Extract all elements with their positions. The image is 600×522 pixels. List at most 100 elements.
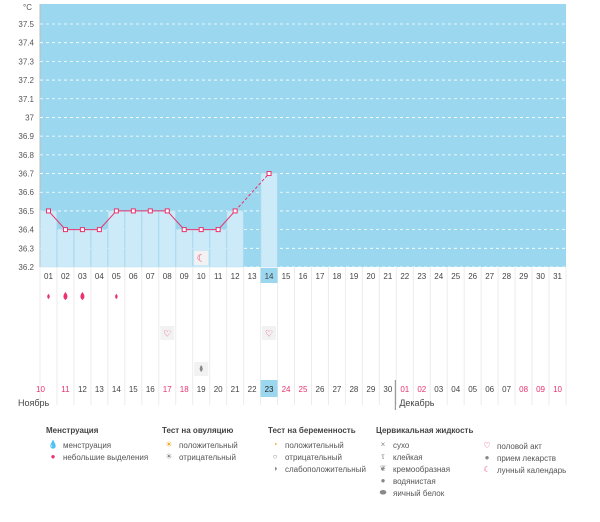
legend-item-dry: × сухо: [376, 439, 473, 451]
cycle-day-label: 21: [383, 272, 392, 281]
cycle-day-label: 16: [299, 272, 308, 281]
legend-label: сухо: [393, 440, 410, 450]
cycle-day-label: 29: [519, 272, 528, 281]
legend-title-menstruation: Менструация: [46, 426, 99, 435]
pill-icon: ●: [484, 453, 490, 462]
temperature-bar: [108, 210, 125, 268]
cycle-day-label: 24: [434, 272, 443, 281]
calendar-date-label: 12: [78, 385, 87, 394]
legend-item-creamy: ❦ кремообразная: [376, 463, 473, 475]
month-label: Декабрь: [399, 398, 434, 408]
legend-label: слабоположительный: [285, 464, 366, 474]
y-tick-label: 36.8: [18, 151, 34, 160]
current-date-highlight: [260, 380, 278, 397]
cycle-day-label: 20: [366, 272, 375, 281]
pregnancy-positive-icon: ◔: [272, 440, 278, 449]
calendar-date-label: 06: [485, 385, 494, 394]
cycle-day-label: 27: [485, 272, 494, 281]
legend-item-menstruation: 💧 менструация: [46, 439, 148, 451]
calendar-date-label: 10: [36, 385, 45, 394]
calendar-date-label: 08: [519, 385, 528, 394]
temperature-bar: [142, 210, 159, 268]
moon-icon: ☾: [197, 254, 206, 265]
y-tick-label: 37.1: [18, 95, 34, 104]
cycle-day-label: 02: [61, 272, 70, 281]
temperature-bar: [159, 210, 176, 268]
calendar-date-label: 17: [163, 385, 172, 394]
calendar-date-label: 07: [502, 385, 511, 394]
y-tick-label: 36.4: [18, 226, 34, 235]
temperature-point: [130, 208, 136, 214]
legend-title-cervical: Цервикальная жидкость: [376, 426, 474, 435]
temperature-bar: [74, 229, 91, 268]
legend-menstruation: Менструация 💧 менструация ● небольшие вы…: [46, 426, 148, 463]
temperature-point: [215, 227, 221, 233]
cycle-day-label: 03: [78, 272, 87, 281]
legend-item-pregnancy-negative: ○ отрицательный: [268, 451, 366, 463]
y-tick-label: 36.7: [18, 170, 34, 179]
temperature-bar: [226, 210, 244, 268]
temperature-point: [79, 227, 85, 233]
cycle-day-label: 17: [316, 272, 325, 281]
calendar-date-label: 14: [112, 385, 121, 394]
cycle-day-label: 23: [417, 272, 426, 281]
calendar-date-label: 03: [434, 385, 443, 394]
calendar-date-label: 30: [383, 385, 392, 394]
small-drop-icon: [115, 293, 118, 299]
cycle-day-label: 08: [163, 272, 172, 281]
cycle-day-label: 07: [146, 272, 155, 281]
calendar-date-label: 29: [366, 385, 375, 394]
legend-item-pregnancy-positive: ◔ положительный: [268, 439, 366, 451]
temperature-line-segment: [166, 210, 185, 230]
legend-item-moon: ☾ лунный календарь: [480, 464, 566, 476]
temperature-point: [62, 227, 68, 233]
legend-label: отрицательный: [285, 452, 342, 462]
marker-cell: [194, 251, 209, 265]
calendar-date-label: 20: [214, 385, 223, 394]
legend-ovulation: Тест на овуляцию ☀ положительный ☀ отриц…: [162, 426, 238, 463]
temperature-point: [45, 208, 51, 214]
sun-positive-icon: ☀: [165, 440, 173, 449]
legend-item-egg-white: ⬬ яичный белок: [376, 487, 473, 499]
legend-label: половой акт: [497, 441, 542, 451]
calendar-date-label: 28: [349, 385, 358, 394]
legend-label: водянистая: [393, 476, 436, 486]
legend-label: менструация: [63, 440, 112, 450]
y-tick-label: 37.5: [18, 20, 34, 29]
legend-label: положительный: [285, 440, 344, 450]
legend-item-ovulation-negative: ☀ отрицательный: [162, 451, 238, 463]
calendar-date-label: 02: [417, 385, 426, 394]
cycle-day-label: 18: [332, 272, 341, 281]
moon-icon: ☾: [483, 465, 491, 474]
temperature-bar: [125, 210, 142, 268]
creamy-icon: ❦: [379, 464, 387, 473]
month-label: Ноябрь: [18, 398, 50, 408]
y-tick-label: 37: [25, 113, 34, 122]
y-unit-label: °C: [23, 3, 32, 12]
temperature-bar: [91, 229, 108, 268]
cycle-day-label: 25: [451, 272, 460, 281]
calendar-date-label: 23: [265, 385, 274, 394]
cycle-day-label: 19: [349, 272, 358, 281]
y-tick-label: 36.9: [18, 132, 34, 141]
cycle-day-label: 13: [248, 272, 257, 281]
sticky-icon: τ: [381, 452, 385, 461]
pregnancy-negative-icon: ○: [272, 452, 278, 461]
calendar-date-label: 04: [451, 385, 460, 394]
temperature-line-segment: [99, 210, 117, 230]
legend-label: отрицательный: [179, 452, 236, 462]
temperature-point: [113, 208, 119, 214]
calendar-date-label: 18: [180, 385, 189, 394]
temperature-chart: 37.5 37.4 37.3 37.2 37.1 37 36.9 36.8 36.7 36.6 36…: [18, 3, 567, 410]
calendar-date-label: 19: [197, 385, 206, 394]
temperature-point: [147, 208, 153, 214]
cycle-day-label: 30: [536, 272, 545, 281]
calendar-date-label: 27: [332, 385, 341, 394]
legend-item-pill: ● прием лекарств: [480, 452, 566, 464]
calendar-date-label: 09: [536, 385, 545, 394]
cycle-day-label: 01: [44, 272, 53, 281]
temperature-line-segment: [234, 173, 270, 212]
legend-item-pregnancy-weak: ◑ слабоположительный: [268, 463, 366, 475]
calendar-date-label: 16: [146, 385, 155, 394]
cycle-day-label: 26: [468, 272, 477, 281]
